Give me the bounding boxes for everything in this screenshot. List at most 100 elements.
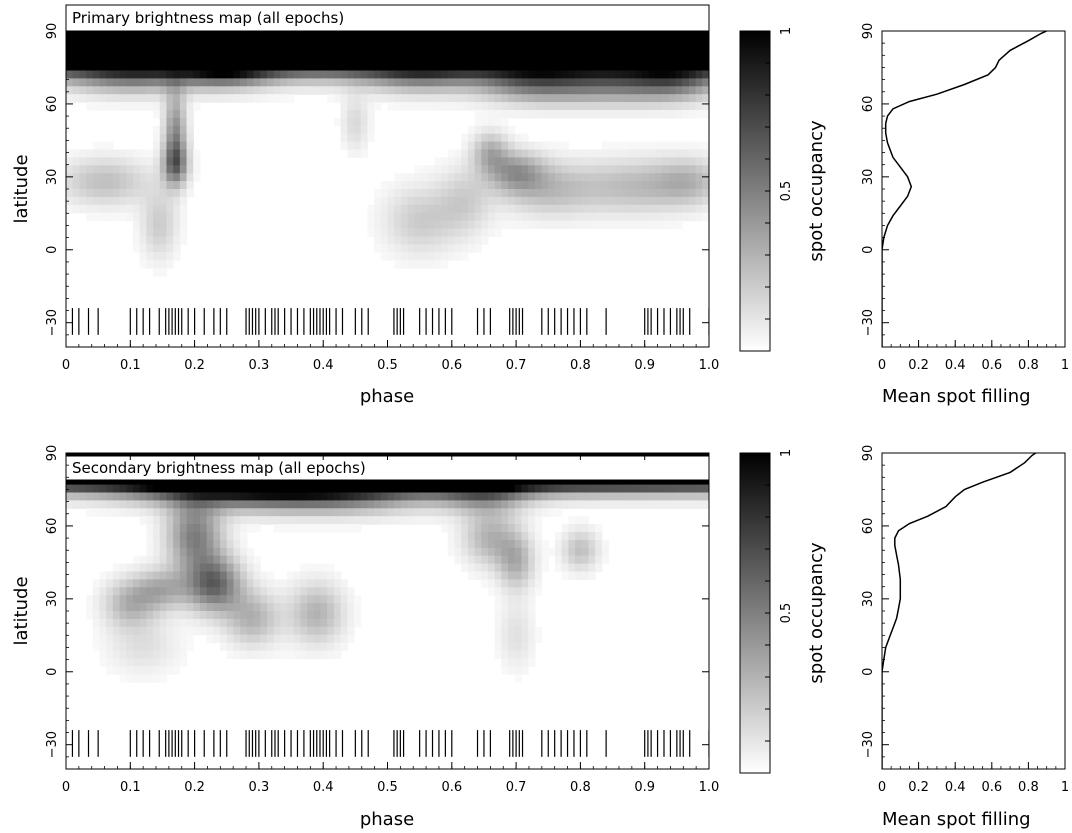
- primary-heatmap-cell: [481, 181, 489, 190]
- primary-heatmap-cell: [474, 86, 482, 95]
- secondary-heatmap-cell: [146, 658, 154, 667]
- secondary-heatmap-cell: [266, 508, 275, 517]
- primary-heatmap-cell: [447, 204, 456, 214]
- primary-heatmap-cell: [153, 212, 161, 222]
- secondary-heatmap-cell: [675, 484, 683, 494]
- secondary-heatmap-cell: [534, 524, 543, 533]
- primary-heatmap-cell: [166, 149, 174, 158]
- primary-heatmap-cell: [688, 46, 697, 56]
- primary-heatmap-cell: [568, 78, 576, 87]
- secondary-heatmap-cell: [367, 516, 375, 525]
- primary-heatmap-cell: [635, 31, 643, 40]
- primary-heatmap-cell: [380, 196, 389, 206]
- secondary-heatmap-cell: [474, 532, 482, 541]
- primary-heatmap-cell: [213, 86, 221, 95]
- primary-heatmap-cell: [347, 78, 355, 87]
- primary-heatmap-cell: [615, 46, 623, 56]
- primary-heatmap-cell: [112, 165, 121, 174]
- primary-heatmap-cell: [454, 31, 462, 40]
- secondary-heatmap-cell: [99, 611, 107, 620]
- primary-heatmap-cell: [541, 141, 549, 151]
- primary-heatmap-cell: [668, 110, 677, 119]
- primary-heatmap-cell: [414, 252, 422, 261]
- primary-heatmap-cell: [695, 204, 703, 214]
- primary-heatmap-cell: [226, 54, 235, 64]
- secondary-heatmap-cell: [246, 516, 255, 525]
- secondary-heatmap-cell: [528, 516, 536, 525]
- primary-heatmap-cell: [521, 110, 529, 119]
- secondary-heatmap-cell: [300, 579, 308, 588]
- primary-heatmap-cell: [414, 236, 422, 245]
- primary-heatmap-cell: [179, 204, 188, 214]
- secondary-heatmap-cell: [226, 563, 235, 573]
- primary-heatmap-cell: [86, 189, 94, 198]
- secondary-heatmap-cell: [394, 484, 402, 494]
- secondary-heatmap-cell: [246, 579, 255, 588]
- secondary-heatmap-cell: [487, 579, 496, 588]
- primary-heatmap-cell: [588, 165, 596, 174]
- secondary-heatmap-cell: [501, 618, 509, 628]
- secondary-heatmap-cell: [179, 626, 188, 636]
- secondary-heatmap-cell: [287, 571, 295, 580]
- primary-heatmap-cell: [508, 133, 516, 143]
- secondary-heatmap-cell: [554, 492, 563, 501]
- primary-heatmap-cell: [79, 157, 87, 166]
- primary-heatmap-cell: [561, 181, 569, 190]
- secondary-heatmap-cell: [206, 579, 214, 588]
- primary-heatmap-cell: [347, 141, 355, 151]
- secondary-heatmap-cell: [126, 587, 134, 596]
- primary-heatmap-cell: [226, 62, 235, 72]
- primary-heatmap-cell: [380, 38, 389, 48]
- primary-heatmap-cell: [72, 38, 80, 48]
- primary-heatmap-cell: [79, 181, 87, 190]
- primary-heatmap-cell: [119, 212, 127, 222]
- primary-heatmap-cell: [662, 220, 670, 230]
- primary-heatmap-cell: [575, 181, 583, 190]
- primary-heatmap-cell: [447, 86, 456, 95]
- primary-heatmap-cell: [394, 244, 402, 253]
- secondary-heatmap-cell: [307, 492, 315, 501]
- primary-heatmap-cell: [132, 86, 141, 95]
- secondary-heatmap-cell: [508, 484, 516, 494]
- primary-heatmap-cell: [139, 157, 147, 166]
- primary-heatmap-cell: [173, 70, 181, 79]
- secondary-heatmap-cell: [159, 650, 168, 659]
- secondary-filling-x-tick-label: 0.2: [908, 780, 929, 795]
- primary-heatmap-cell: [414, 212, 422, 222]
- secondary-heatmap-cell: [199, 563, 208, 573]
- secondary-heatmap-cell: [166, 658, 174, 667]
- secondary-heatmap-cell: [508, 516, 516, 525]
- secondary-heatmap-cell: [534, 539, 543, 549]
- secondary-heatmap-cell: [226, 634, 235, 644]
- primary-heatmap-cell: [420, 62, 429, 72]
- primary-heatmap-cell: [581, 204, 590, 214]
- primary-heatmap-cell: [126, 165, 134, 174]
- secondary-heatmap-cell: [173, 532, 181, 541]
- primary-heatmap-cell: [595, 212, 603, 222]
- secondary-heatmap-cell: [220, 587, 228, 596]
- secondary-heatmap-cell: [447, 539, 456, 549]
- secondary-heatmap-cell: [387, 476, 395, 486]
- secondary-heatmap-cell: [554, 532, 563, 541]
- secondary-heatmap-cell: [608, 476, 616, 486]
- primary-heatmap-cell: [621, 38, 630, 48]
- primary-heatmap-cell: [280, 38, 288, 48]
- primary-heatmap-cells: [66, 31, 709, 277]
- secondary-heatmap-cell: [153, 634, 161, 644]
- primary-heatmap-cell: [514, 102, 523, 111]
- primary-heatmap-cell: [380, 236, 389, 245]
- primary-heatmap-cell: [508, 70, 516, 79]
- primary-heatmap-cell: [514, 86, 523, 95]
- primary-filling-x-tick-label: 0.2: [908, 358, 929, 373]
- secondary-heatmap-cell: [153, 492, 161, 501]
- primary-heatmap-cell: [206, 78, 214, 87]
- secondary-heatmap-cell: [186, 524, 194, 533]
- primary-heatmap-cell: [79, 31, 87, 40]
- secondary-heatmap-cell: [293, 634, 302, 644]
- secondary-heatmap-cell: [534, 587, 543, 596]
- primary-heatmap-cell: [380, 70, 389, 79]
- secondary-heatmap-cell: [246, 500, 255, 509]
- primary-heatmap-cell: [648, 70, 657, 79]
- primary-heatmap-cell: [655, 31, 663, 40]
- primary-heatmap-cell: [112, 62, 121, 72]
